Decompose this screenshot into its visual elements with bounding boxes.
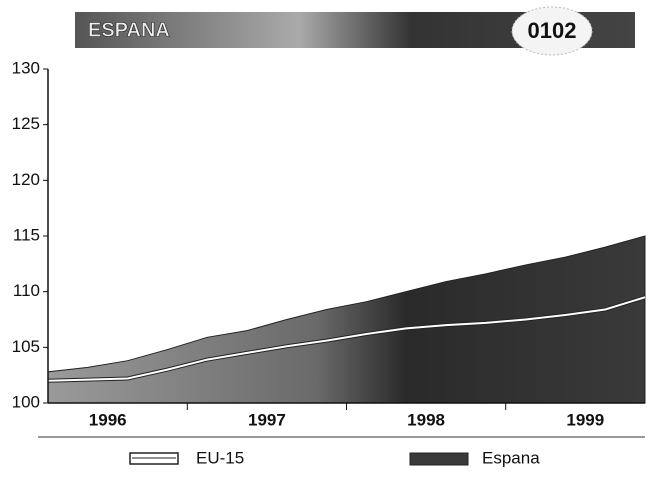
badge-code: 0102 — [528, 18, 577, 43]
x-tick-label: 1999 — [566, 410, 604, 429]
y-tick-label: 110 — [13, 281, 40, 300]
y-tick-label: 105 — [12, 337, 40, 356]
x-tick-label: 1997 — [248, 410, 286, 429]
y-tick-label: 130 — [12, 58, 40, 77]
y-tick-label: 125 — [12, 114, 40, 133]
legend-label: EU-15 — [196, 448, 244, 467]
y-tick-label: 120 — [12, 170, 40, 189]
badge — [511, 6, 593, 56]
x-tick-label: 1996 — [89, 410, 127, 429]
legend-label: Espana — [482, 448, 540, 467]
legend-swatch — [409, 452, 469, 466]
y-tick-label: 100 — [12, 392, 40, 411]
banner-title: ESPANA — [88, 19, 170, 41]
y-tick-label: 115 — [13, 225, 40, 244]
line — [47, 296, 646, 382]
x-tick-label: 1998 — [407, 410, 445, 429]
